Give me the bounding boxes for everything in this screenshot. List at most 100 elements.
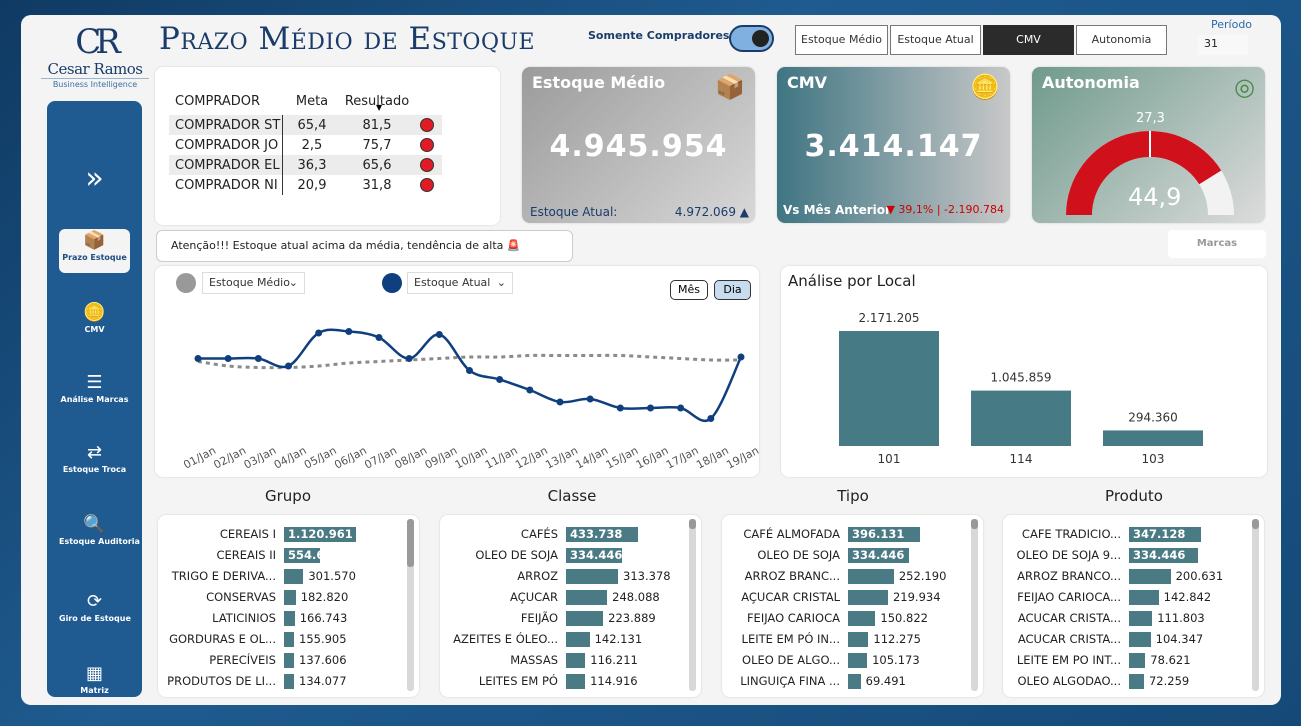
list-item[interactable]: FEIJAO CARIOCA... 142.842 xyxy=(1003,587,1253,608)
list-item[interactable]: MASSAS 116.211 xyxy=(440,650,690,671)
btn-estoque-medio[interactable]: Estoque Médio xyxy=(795,25,888,55)
list-item-value: 313.378 xyxy=(623,569,671,583)
list-item[interactable]: TRIGO E DERIVA... 301.570 xyxy=(158,566,408,587)
list-item[interactable]: CEREAIS I 1.120.961 xyxy=(158,524,408,545)
bar[interactable] xyxy=(839,331,939,446)
cell-comprador: COMPRADOR NI xyxy=(175,177,278,193)
list-item[interactable]: CEREAIS II 554.615 xyxy=(158,545,408,566)
list-item[interactable]: CAFÉ ALMOFADA 396.131 xyxy=(722,524,972,545)
data-point[interactable] xyxy=(254,355,262,362)
list-item[interactable]: CAFÉS 433.738 xyxy=(440,524,690,545)
data-point[interactable] xyxy=(405,355,413,362)
data-point[interactable] xyxy=(194,355,202,362)
data-point[interactable] xyxy=(466,367,473,374)
list-item[interactable]: OLEO DE SOJA 334.446 xyxy=(722,545,972,566)
list-item[interactable]: GORDURAS E OL... 155.905 xyxy=(158,629,408,650)
sidebar-item-prazo-estoque[interactable]: 📦 Prazo Estoque xyxy=(59,229,130,273)
list-item-label: LATICINIOS xyxy=(212,611,276,625)
col-header-resultado[interactable]: Resultado xyxy=(344,93,410,109)
list-item[interactable]: PERECÍVEIS 137.606 xyxy=(158,650,408,671)
data-point[interactable] xyxy=(677,404,685,412)
data-point[interactable] xyxy=(496,376,504,383)
btn-cmv[interactable]: CMV xyxy=(983,25,1074,55)
list-item[interactable]: LEITE EM PO INT... 78.621 xyxy=(1003,650,1253,671)
toggle-dia[interactable]: Dia xyxy=(714,280,751,300)
sort-down-icon[interactable]: ▼ xyxy=(376,103,383,112)
table-row[interactable]: COMPRADOR ST 65,4 81,5 xyxy=(169,115,442,135)
scrollbar[interactable] xyxy=(689,519,696,691)
col-header-meta[interactable]: Meta xyxy=(295,93,329,109)
scrollbar[interactable] xyxy=(407,519,414,691)
list-item[interactable]: ACUCAR CRISTA... 104.347 xyxy=(1003,629,1253,650)
scrollbar[interactable] xyxy=(1252,519,1259,691)
table-row[interactable]: COMPRADOR EL 36,3 65,6 xyxy=(169,155,442,175)
list-item-bar xyxy=(848,527,920,542)
periodo-input[interactable]: 31 xyxy=(1198,35,1248,55)
sidebar-item-estoque-troca[interactable]: ⇄ Estoque Troca xyxy=(59,441,130,485)
list-item-value: 200.631 xyxy=(1175,569,1224,583)
sidebar-item-matriz[interactable]: ▦ Matriz xyxy=(59,662,130,705)
list-item[interactable]: CAFE TRADICIO... 347.128 xyxy=(1003,524,1253,545)
bar[interactable] xyxy=(971,390,1071,446)
kpi-title: CMV xyxy=(787,73,828,92)
scrollbar-thumb[interactable] xyxy=(971,519,978,529)
list-item[interactable]: OLEO DE SOJA 334.446 xyxy=(440,545,690,566)
data-point[interactable] xyxy=(586,395,594,403)
data-point[interactable] xyxy=(224,355,232,362)
data-point[interactable] xyxy=(647,404,654,412)
scrollbar-thumb[interactable] xyxy=(689,519,696,529)
table-row[interactable]: COMPRADOR NI 20,9 31,8 xyxy=(169,175,442,195)
sidebar-item-estoque-auditoria[interactable]: 🔍 Estoque Auditoria xyxy=(59,513,140,557)
scrollbar-thumb[interactable] xyxy=(1252,519,1259,529)
list-item[interactable]: AÇUCAR 248.088 xyxy=(440,587,690,608)
data-point[interactable] xyxy=(526,386,534,394)
list-item[interactable]: LATICINIOS 166.743 xyxy=(158,608,408,629)
legend-select-estoque-atual[interactable]: Estoque Atual ⌄ xyxy=(407,272,513,294)
list-item-label: FEIJÃO xyxy=(520,611,558,625)
btn-autonomia[interactable]: Autonomia xyxy=(1076,25,1167,55)
data-point[interactable] xyxy=(345,328,353,335)
list-item[interactable]: OLEO DE SOJA 9... 334.446 xyxy=(1003,545,1253,566)
list-item[interactable]: AÇUCAR CRISTAL 219.934 xyxy=(722,587,972,608)
col-header-comprador[interactable]: COMPRADOR xyxy=(175,93,261,109)
table-row[interactable]: COMPRADOR JO 2,5 75,7 xyxy=(169,135,442,155)
bar[interactable] xyxy=(1103,430,1203,446)
legend-select-estoque-medio[interactable]: Estoque Médio ⌄ xyxy=(202,272,305,294)
data-point[interactable] xyxy=(616,404,624,412)
sidebar-item-cmv[interactable]: 🪙 CMV xyxy=(59,301,130,345)
sidebar-item-giro-de-estoque[interactable]: ⟳ Giro de Estoque xyxy=(59,590,131,634)
marcas-button[interactable]: Marcas xyxy=(1168,230,1266,258)
toggle-mes[interactable]: Mês xyxy=(670,280,708,300)
somente-compradores-toggle[interactable] xyxy=(729,25,774,52)
list-item[interactable]: CONSERVAS 182.820 xyxy=(158,587,408,608)
list-item-label: AÇUCAR xyxy=(510,590,558,604)
expand-chevron-icon[interactable]: » xyxy=(85,161,104,196)
data-point[interactable] xyxy=(556,398,564,406)
list-item[interactable]: LINGUIÇA FINA ... 69.491 xyxy=(722,671,972,692)
data-point[interactable] xyxy=(707,415,715,422)
sidebar-item-label: Prazo Estoque xyxy=(62,253,127,262)
list-item[interactable]: FEIJÃO 223.889 xyxy=(440,608,690,629)
list-item-bar xyxy=(284,611,295,626)
list-item[interactable]: ARROZ 313.378 xyxy=(440,566,690,587)
list-item[interactable]: ARROZ BRANC... 252.190 xyxy=(722,566,972,587)
list-item[interactable]: ARROZ BRANCO... 200.631 xyxy=(1003,566,1253,587)
list-item[interactable]: OLEO ALGODAO... 72.259 xyxy=(1003,671,1253,692)
btn-estoque-atual[interactable]: Estoque Atual xyxy=(890,25,981,55)
scrollbar[interactable] xyxy=(971,519,978,691)
data-point[interactable] xyxy=(435,331,443,338)
data-point[interactable] xyxy=(285,362,292,370)
list-item[interactable]: PRODUTOS DE LI... 134.077 xyxy=(158,671,408,692)
scrollbar-thumb[interactable] xyxy=(407,519,414,567)
list-item[interactable]: OLEO DE ALGO... 105.173 xyxy=(722,650,972,671)
data-point[interactable] xyxy=(737,353,745,361)
data-point[interactable] xyxy=(375,334,383,341)
list-item[interactable]: FEIJAO CARIOCA 150.822 xyxy=(722,608,972,629)
sidebar-item-análise-marcas[interactable]: ☰ Análise Marcas xyxy=(59,371,130,415)
list-item[interactable]: ACUCAR CRISTA... 111.803 xyxy=(1003,608,1253,629)
list-item-label: OLEO DE SOJA xyxy=(475,548,558,562)
list-item[interactable]: AZEITES E ÓLEO... 142.131 xyxy=(440,629,690,650)
data-point[interactable] xyxy=(315,329,323,337)
list-item[interactable]: LEITES EM PÓ 114.916 xyxy=(440,671,690,692)
list-item[interactable]: LEITE EM PÓ IN... 112.275 xyxy=(722,629,972,650)
